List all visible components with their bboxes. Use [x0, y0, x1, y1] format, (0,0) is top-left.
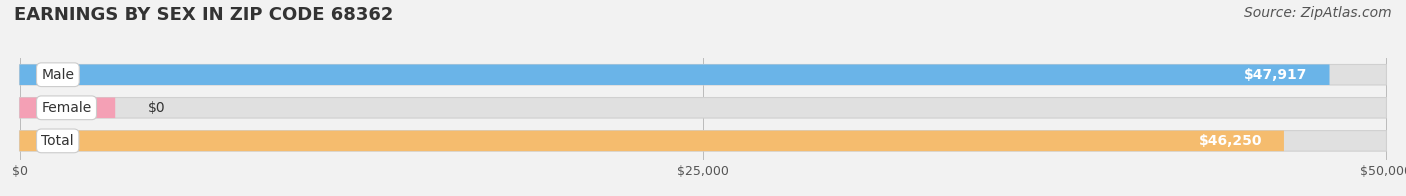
Text: Total: Total	[41, 134, 75, 148]
Text: Male: Male	[41, 68, 75, 82]
FancyBboxPatch shape	[20, 131, 1386, 151]
FancyBboxPatch shape	[20, 131, 1284, 151]
FancyBboxPatch shape	[20, 98, 115, 118]
Text: $0: $0	[148, 101, 166, 115]
FancyBboxPatch shape	[20, 64, 1386, 85]
Text: $47,917: $47,917	[1244, 68, 1308, 82]
Text: EARNINGS BY SEX IN ZIP CODE 68362: EARNINGS BY SEX IN ZIP CODE 68362	[14, 6, 394, 24]
FancyBboxPatch shape	[20, 64, 1330, 85]
Text: Female: Female	[41, 101, 91, 115]
Text: Source: ZipAtlas.com: Source: ZipAtlas.com	[1244, 6, 1392, 20]
FancyBboxPatch shape	[20, 98, 1386, 118]
Text: $46,250: $46,250	[1198, 134, 1263, 148]
